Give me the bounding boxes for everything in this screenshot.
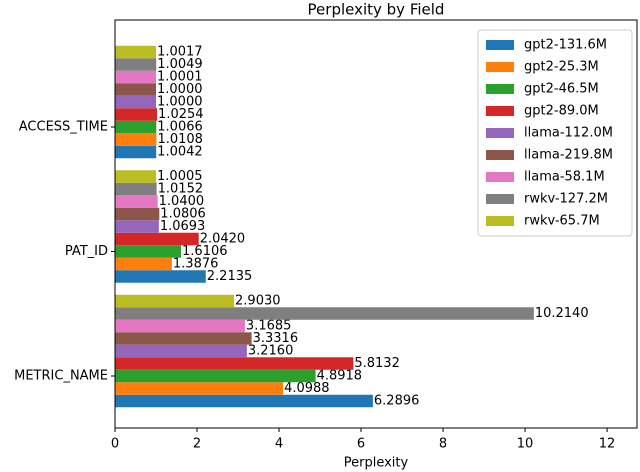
x-tick-label: 6 <box>357 437 365 452</box>
bar <box>115 344 247 358</box>
legend-swatch <box>486 194 514 204</box>
legend-label: gpt2-46.5M <box>524 82 599 97</box>
value-label: 1.0152 <box>158 182 204 197</box>
legend-label: rwkv-65.7M <box>524 214 600 229</box>
legend-swatch <box>486 40 514 50</box>
x-tick-label: 4 <box>275 437 283 452</box>
bar <box>115 294 235 308</box>
legend-swatch <box>486 172 514 182</box>
y-tick-label: METRIC_NAME <box>14 369 108 384</box>
bar <box>115 95 157 109</box>
value-label: 1.0254 <box>158 107 204 122</box>
legend-swatch <box>486 106 514 116</box>
x-tick-label: 0 <box>111 437 119 452</box>
bar <box>115 257 172 271</box>
x-tick-label: 10 <box>517 437 534 452</box>
bar <box>115 108 158 121</box>
value-label: 1.0066 <box>157 120 203 135</box>
bar <box>115 307 534 320</box>
bar <box>115 58 157 71</box>
x-tick-label: 2 <box>193 437 201 452</box>
value-label: 1.0001 <box>157 70 203 85</box>
bar <box>115 245 182 258</box>
value-label: 1.0400 <box>159 194 205 209</box>
legend-swatch <box>486 128 514 138</box>
bar <box>115 145 157 159</box>
value-label: 3.1685 <box>246 319 291 334</box>
value-label: 1.0005 <box>157 169 203 184</box>
legend-label: llama-112.0M <box>524 126 613 141</box>
value-label: 2.0420 <box>200 232 246 247</box>
bar <box>115 70 157 84</box>
bar <box>115 207 160 221</box>
bar <box>115 120 157 134</box>
y-tick-label: PAT_ID <box>65 244 108 259</box>
bar <box>115 170 157 183</box>
bar <box>115 319 245 333</box>
bar <box>115 332 252 345</box>
value-label: 1.0042 <box>157 145 203 160</box>
legend-swatch <box>486 150 514 160</box>
legend-label: llama-58.1M <box>524 170 605 185</box>
legend-label: llama-219.8M <box>524 148 613 163</box>
bar <box>115 182 157 196</box>
bar <box>115 83 157 96</box>
value-label: 5.8132 <box>354 356 400 371</box>
legend-label: rwkv-127.2M <box>524 192 608 207</box>
y-tick-label: ACCESS_TIME <box>19 120 108 135</box>
bar <box>115 382 284 395</box>
plot-frame <box>114 19 638 429</box>
legend-swatch <box>486 216 514 226</box>
value-label: 1.0693 <box>160 219 206 234</box>
bar <box>115 45 157 59</box>
value-label: 4.0988 <box>284 381 330 396</box>
value-label: 1.0049 <box>157 57 203 72</box>
legend-label: gpt2-89.0M <box>524 104 599 119</box>
bar <box>115 394 373 408</box>
value-label: 2.9030 <box>235 294 280 309</box>
bar <box>115 195 158 208</box>
value-label: 6.2896 <box>374 394 420 409</box>
value-label: 10.2140 <box>535 306 589 321</box>
value-label: 1.0806 <box>160 207 206 222</box>
x-axis-label: Perplexity <box>344 456 409 471</box>
bar <box>115 357 354 370</box>
value-label: 4.8918 <box>317 369 363 384</box>
value-label: 2.2135 <box>207 269 253 284</box>
value-label: 1.0017 <box>157 45 203 60</box>
value-label: 1.3876 <box>173 257 219 272</box>
x-tick-label: 8 <box>439 437 447 452</box>
chart-title: Perplexity by Field <box>308 1 445 19</box>
bar <box>115 133 157 146</box>
value-label: 3.2160 <box>248 344 294 359</box>
legend-swatch <box>486 84 514 94</box>
legend-swatch <box>486 62 514 72</box>
value-label: 1.0000 <box>157 95 203 110</box>
value-label: 1.0108 <box>157 132 203 147</box>
legend-label: gpt2-131.6M <box>524 38 607 53</box>
bar <box>115 270 206 283</box>
value-label: 1.6106 <box>182 244 228 259</box>
legend-box <box>477 29 633 237</box>
bar <box>115 220 159 233</box>
value-label: 3.3316 <box>253 331 299 346</box>
legend-label: gpt2-25.3M <box>524 60 599 75</box>
bar <box>115 369 316 383</box>
x-tick-label: 12 <box>599 437 616 452</box>
value-label: 1.0000 <box>157 82 203 97</box>
bar <box>115 232 199 246</box>
